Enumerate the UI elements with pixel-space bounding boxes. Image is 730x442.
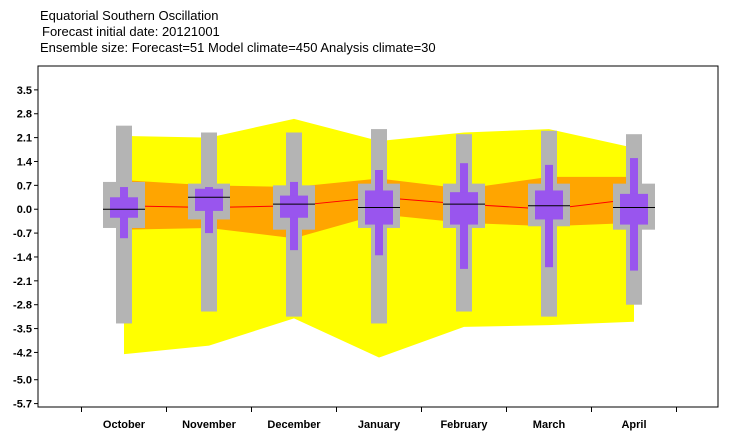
forecast-box-inner (450, 192, 478, 225)
plot-frame (37, 65, 719, 408)
y-tick-label: 1.4 (17, 156, 33, 168)
chart-header: Equatorial Southern Oscillation Forecast… (40, 8, 436, 56)
y-tick-label: -4.2 (13, 347, 32, 359)
forecast-box-inner (620, 193, 648, 225)
y-tick-label: 3.5 (17, 85, 32, 97)
y-tick-label: -3.5 (13, 324, 32, 336)
y-tick-label: -2.1 (13, 276, 32, 288)
y-tick-label: 2.8 (17, 109, 32, 121)
y-tick-label: -1.4 (13, 252, 33, 264)
forecast-box-inner (195, 188, 223, 211)
y-tick-label: 2.1 (17, 133, 32, 145)
x-tick-label: October (103, 419, 146, 431)
forecast-box-inner (280, 195, 308, 218)
x-tick-label: April (621, 419, 646, 431)
forecast-date: Forecast initial date: 20121001 (42, 24, 220, 39)
y-tick-label: 0.0 (17, 204, 32, 216)
ensemble-size: Ensemble size: Forecast=51 Model climate… (40, 40, 436, 55)
y-tick-label: -0.7 (13, 228, 32, 240)
x-tick-label: January (358, 419, 401, 431)
forecast-box-inner (535, 190, 563, 220)
x-tick-label: December (267, 419, 321, 431)
chart-title: Equatorial Southern Oscillation (40, 8, 219, 23)
x-tick-label: March (533, 419, 566, 431)
y-tick-label: -2.8 (13, 300, 32, 312)
x-tick-label: November (182, 419, 237, 431)
x-tick-label: February (440, 419, 488, 431)
y-tick-label: 0.7 (17, 180, 32, 192)
forecast-box-inner (110, 197, 138, 218)
y-tick-label: -5.7 (13, 399, 32, 411)
y-tick-label: -5.0 (13, 375, 32, 387)
